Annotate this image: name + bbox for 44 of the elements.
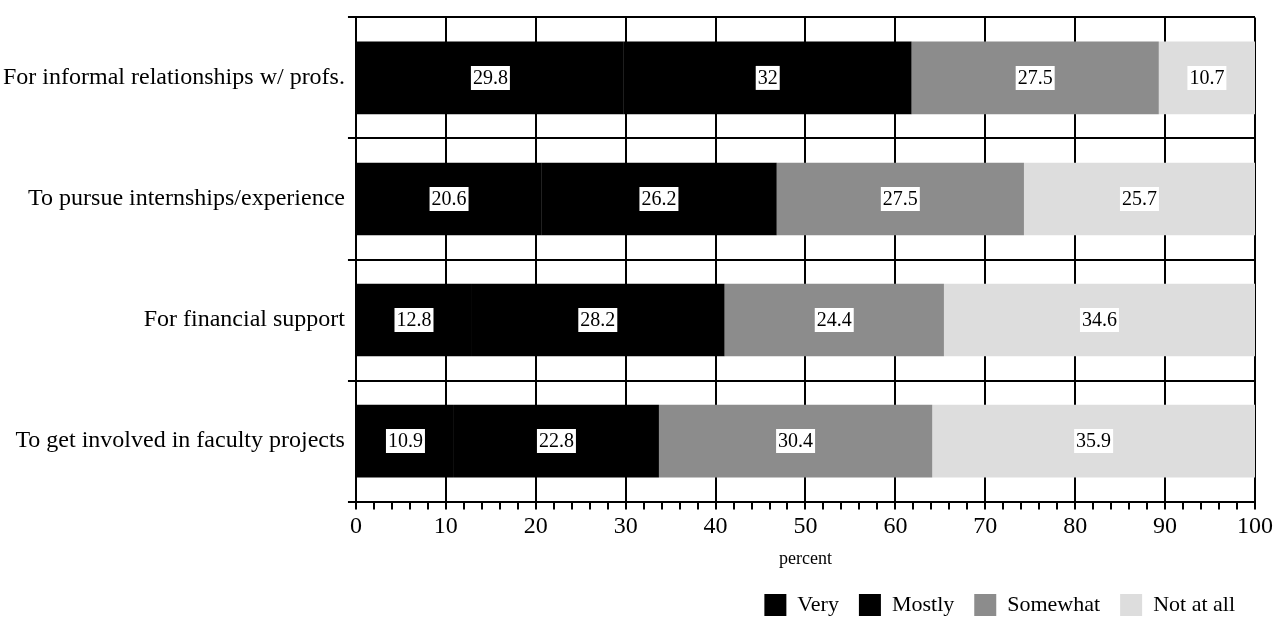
data-label: 29.8 bbox=[472, 66, 508, 89]
data-label: 30.4 bbox=[778, 429, 814, 452]
data-label: 32 bbox=[757, 66, 778, 89]
legend-label: Mostly bbox=[891, 590, 955, 616]
x-tick-label: 50 bbox=[793, 512, 818, 539]
bar bbox=[658, 404, 933, 478]
bar bbox=[1158, 41, 1255, 115]
data-label: 35.9 bbox=[1076, 429, 1112, 452]
x-tick-label: 20 bbox=[523, 512, 548, 539]
x-tick-label: 10 bbox=[433, 512, 458, 539]
x-tick-label: 70 bbox=[973, 512, 998, 539]
data-label: 25.7 bbox=[1121, 187, 1157, 210]
data-label: 20.6 bbox=[431, 187, 467, 210]
y-tick-label: For informal relationships w/ profs. bbox=[3, 63, 345, 90]
x-tick-label: 90 bbox=[1153, 512, 1178, 539]
bar bbox=[776, 162, 1024, 236]
legend-label: Not at all bbox=[1153, 590, 1236, 616]
legend-label: Somewhat bbox=[1007, 590, 1101, 616]
x-tick-label: 0 bbox=[349, 512, 362, 539]
x-tick-label: 100 bbox=[1237, 512, 1273, 539]
x-tick-label: 60 bbox=[883, 512, 908, 539]
data-label: 24.4 bbox=[816, 308, 852, 331]
data-label: 22.8 bbox=[538, 429, 574, 452]
data-label: 10.9 bbox=[387, 429, 423, 452]
bar bbox=[943, 283, 1255, 357]
legend-label: Very bbox=[797, 590, 839, 616]
y-tick-label: To get involved in faculty projects bbox=[15, 426, 345, 453]
x-tick-label: 40 bbox=[703, 512, 728, 539]
x-tick-label: 30 bbox=[613, 512, 638, 539]
data-label: 10.7 bbox=[1189, 66, 1225, 89]
data-label: 12.8 bbox=[396, 308, 432, 331]
bar bbox=[911, 41, 1159, 115]
x-axis-title: percent bbox=[778, 547, 832, 568]
data-label: 26.2 bbox=[641, 187, 677, 210]
bar bbox=[1023, 162, 1255, 236]
data-label: 27.5 bbox=[1017, 66, 1053, 89]
data-label: 28.2 bbox=[580, 308, 616, 331]
data-label: 34.6 bbox=[1081, 308, 1117, 331]
x-tick-label: 80 bbox=[1063, 512, 1088, 539]
y-tick-label: To pursue internships/experience bbox=[28, 184, 345, 211]
bar bbox=[932, 404, 1255, 478]
y-tick-label: For financial support bbox=[143, 305, 346, 332]
bar bbox=[724, 283, 944, 357]
data-label: 27.5 bbox=[882, 187, 918, 210]
